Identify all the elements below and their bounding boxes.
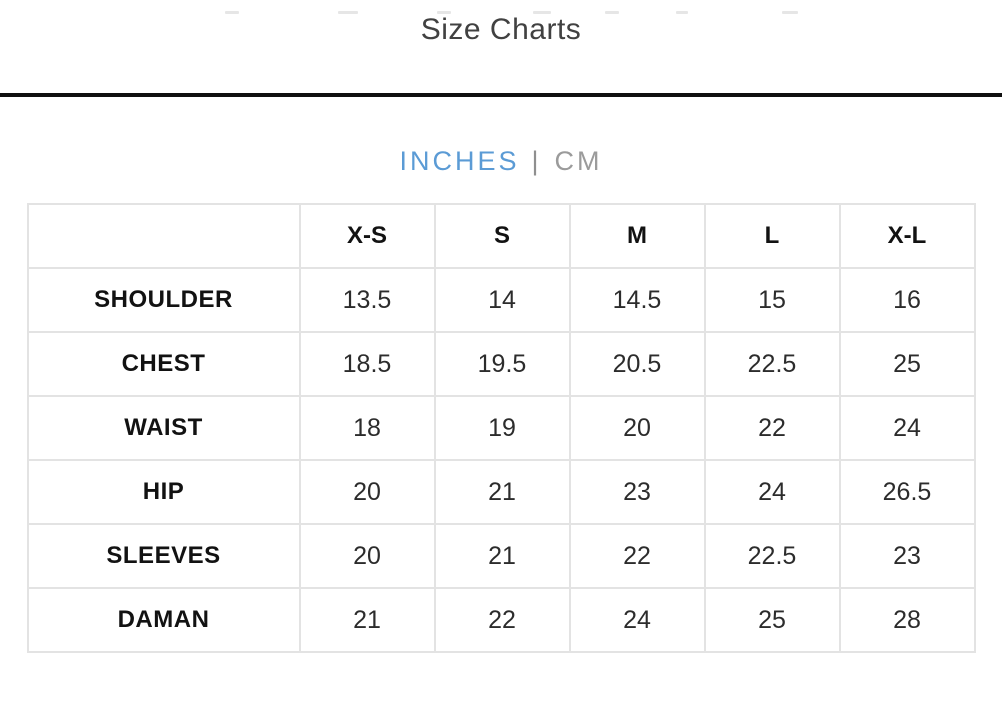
- horizontal-divider: [0, 93, 1002, 97]
- size-column-header: S: [433, 203, 571, 269]
- unit-option-inches[interactable]: INCHES: [399, 146, 520, 176]
- unit-toggle: INCHES | CM: [0, 145, 1002, 177]
- size-value-cell: 20.5: [568, 331, 706, 397]
- size-value-cell: 16: [838, 267, 976, 333]
- table-corner-cell: [26, 203, 301, 269]
- size-value-cell: 26.5: [838, 459, 976, 525]
- size-value-cell: 22.5: [703, 523, 841, 589]
- table-row: HIP 20 21 23 24 26.5: [26, 459, 976, 525]
- measurement-label: SHOULDER: [26, 267, 301, 333]
- size-table-body: SHOULDER 13.5 14 14.5 15 16 CHEST 18.5 19.5 20.5 2…: [26, 267, 976, 653]
- size-value-cell: 20: [298, 523, 436, 589]
- size-value-cell: 19.5: [433, 331, 571, 397]
- size-value-cell: 20: [298, 459, 436, 525]
- size-value-cell: 23: [568, 459, 706, 525]
- page-title: Size Charts: [420, 13, 582, 46]
- size-value-cell: 22: [433, 587, 571, 653]
- size-value-cell: 22: [703, 395, 841, 461]
- size-value-cell: 18: [298, 395, 436, 461]
- table-row: DAMAN 21 22 24 25 28: [26, 587, 976, 653]
- size-chart-table: X-S S M L X-L SHOULDER 13.5 14 14.5 15 16 CHEST 18.…: [26, 203, 976, 653]
- table-row: CHEST 18.5 19.5 20.5 22.5 25: [26, 331, 976, 397]
- size-value-cell: 14: [433, 267, 571, 333]
- size-column-header: M: [568, 203, 706, 269]
- unit-option-cm[interactable]: CM: [554, 146, 603, 176]
- size-value-cell: 15: [703, 267, 841, 333]
- size-value-cell: 22: [568, 523, 706, 589]
- size-value-cell: 25: [838, 331, 976, 397]
- measurement-label: HIP: [26, 459, 301, 525]
- table-row: WAIST 18 19 20 22 24: [26, 395, 976, 461]
- measurement-label: SLEEVES: [26, 523, 301, 589]
- size-value-cell: 24: [568, 587, 706, 653]
- table-row: SHOULDER 13.5 14 14.5 15 16: [26, 267, 976, 333]
- unit-toggle-separator: |: [531, 146, 539, 176]
- measurement-label: DAMAN: [26, 587, 301, 653]
- cropped-text-artifact: [0, 11, 1002, 16]
- table-row: SLEEVES 20 21 22 22.5 23: [26, 523, 976, 589]
- size-value-cell: 24: [703, 459, 841, 525]
- size-value-cell: 21: [433, 523, 571, 589]
- measurement-label: CHEST: [26, 331, 301, 397]
- size-column-header: L: [703, 203, 841, 269]
- measurement-label: WAIST: [26, 395, 301, 461]
- size-value-cell: 21: [433, 459, 571, 525]
- size-value-cell: 24: [838, 395, 976, 461]
- size-value-cell: 18.5: [298, 331, 436, 397]
- size-value-cell: 23: [838, 523, 976, 589]
- size-value-cell: 21: [298, 587, 436, 653]
- size-value-cell: 19: [433, 395, 571, 461]
- size-value-cell: 22.5: [703, 331, 841, 397]
- size-value-cell: 25: [703, 587, 841, 653]
- size-column-header: X-S: [298, 203, 436, 269]
- size-value-cell: 28: [838, 587, 976, 653]
- size-table-header-row: X-S S M L X-L: [26, 203, 976, 269]
- size-value-cell: 14.5: [568, 267, 706, 333]
- size-column-header: X-L: [838, 203, 976, 269]
- size-value-cell: 20: [568, 395, 706, 461]
- size-value-cell: 13.5: [298, 267, 436, 333]
